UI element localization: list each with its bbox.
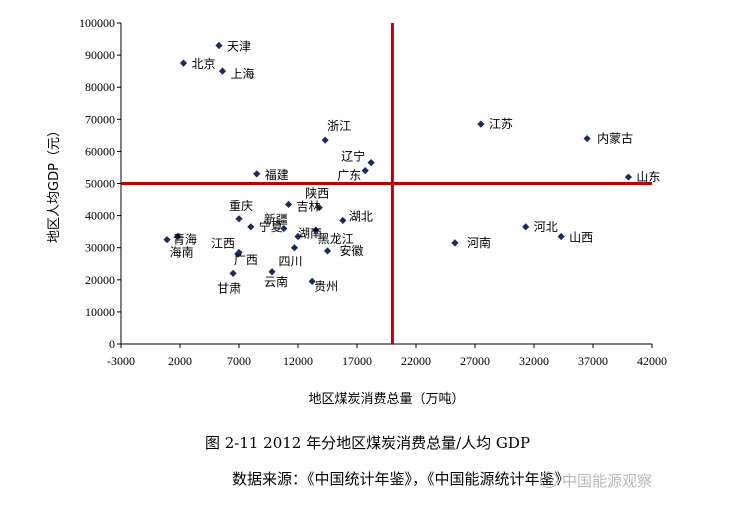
point-label: 广东 <box>337 169 361 183</box>
y-tick-label: 30000 <box>85 241 115 255</box>
y-tick-label: 10000 <box>85 305 115 319</box>
point-label: 安徽 <box>340 243 364 258</box>
data-point <box>247 223 255 231</box>
x-axis-title: 地区煤炭消费总量（万吨） <box>308 392 464 407</box>
data-point <box>367 159 375 167</box>
x-tick-label: 37000 <box>578 354 608 368</box>
y-tick-label: 60000 <box>85 144 115 158</box>
x-tick-label: 22000 <box>401 354 431 368</box>
data-point <box>522 223 530 231</box>
data-point <box>294 232 302 241</box>
data-point <box>451 239 459 247</box>
data-point <box>323 247 332 255</box>
point-label: 新疆 <box>264 211 288 226</box>
point-label: 黑龙江 <box>318 232 354 246</box>
y-tick-label: 90000 <box>85 48 115 62</box>
figure-caption: 图 2-11 2012 年分地区煤炭消费总量/人均 GDP <box>204 434 531 452</box>
point-label: 河南 <box>467 235 491 250</box>
data-point <box>321 136 329 144</box>
y-tick-label: 0 <box>109 337 115 351</box>
data-point <box>229 269 237 277</box>
data-point <box>290 244 299 252</box>
point-label: 辽宁 <box>341 149 365 164</box>
x-tick-label: 2000 <box>168 354 192 368</box>
data-point <box>163 236 171 244</box>
x-tick-label: 7000 <box>227 354 251 368</box>
data-point <box>315 203 323 212</box>
point-label: 贵州 <box>314 279 338 293</box>
point-label: 浙江 <box>327 119 351 133</box>
point-label: 福建 <box>265 167 289 182</box>
point-label: 宁夏 <box>259 219 283 234</box>
y-tick-label: 70000 <box>85 112 115 126</box>
data-point <box>218 67 227 75</box>
x-tick-label: 27000 <box>460 354 490 368</box>
data-point <box>339 216 347 225</box>
data-point <box>235 215 243 223</box>
point-label: 重庆 <box>229 199 253 213</box>
data-point <box>557 232 565 241</box>
data-point <box>280 224 288 233</box>
data-point <box>308 277 316 286</box>
axes: 0 10000 20000 30000 40000 50000 60000 70000 8000… <box>79 16 667 368</box>
data-point <box>284 200 293 208</box>
point-label: 江西 <box>211 237 235 251</box>
point-label: 内蒙古 <box>597 131 633 146</box>
point-label: 四川 <box>278 255 302 269</box>
wechat-icon <box>540 472 558 488</box>
point-label: 云南 <box>264 274 288 289</box>
point-label: 天津 <box>227 39 251 53</box>
reference-lines <box>121 23 652 344</box>
x-tick-label: -3000 <box>107 354 135 368</box>
data-points <box>163 41 632 286</box>
point-label: 青海 <box>173 232 197 247</box>
data-point <box>477 120 485 128</box>
y-tick-label: 20000 <box>85 273 115 287</box>
y-tick-label: 50000 <box>85 177 115 191</box>
point-label: 北京 <box>192 57 216 71</box>
y-axis-title: 地区人均GDP（元） <box>47 124 62 243</box>
x-tick-label: 12000 <box>283 354 313 368</box>
point-label: 山西 <box>569 230 593 244</box>
point-label: 甘肃 <box>217 281 241 295</box>
point-label: 江苏 <box>489 117 513 131</box>
data-point <box>179 59 188 67</box>
y-tick-label: 80000 <box>85 80 115 94</box>
data-point <box>253 170 261 178</box>
point-label: 河北 <box>534 220 558 234</box>
data-point <box>312 226 320 234</box>
point-label: 陕西 <box>305 186 329 201</box>
data-point <box>361 167 369 175</box>
point-label: 上海 <box>230 66 254 81</box>
point-label: 广西 <box>234 253 258 267</box>
x-tick-label: 42000 <box>637 354 667 368</box>
data-point <box>234 250 242 258</box>
data-point <box>583 134 591 143</box>
y-tick-label: 40000 <box>85 209 115 223</box>
point-label: 湖北 <box>349 208 373 223</box>
y-tick-label: 100000 <box>79 16 115 30</box>
data-point <box>268 268 276 276</box>
point-label: 山东 <box>636 170 660 184</box>
point-label: 海南 <box>170 244 194 259</box>
data-point <box>174 232 182 241</box>
data-point <box>215 41 223 50</box>
x-tick-label: 32000 <box>519 354 549 368</box>
data-point <box>624 173 632 181</box>
watermark-text: 中国能源观察 <box>562 472 653 490</box>
point-label: 吉林 <box>297 199 321 213</box>
data-source: 数据来源：《中国统计年鉴》，《中国能源统计年鉴》 <box>232 470 570 488</box>
watermark: 中国能源观察 <box>540 470 652 491</box>
x-tick-label: 17000 <box>342 354 372 368</box>
scatter-chart: 0 10000 20000 30000 40000 50000 60000 70000 8000… <box>47 16 667 407</box>
point-label: 湖南 <box>298 225 322 240</box>
